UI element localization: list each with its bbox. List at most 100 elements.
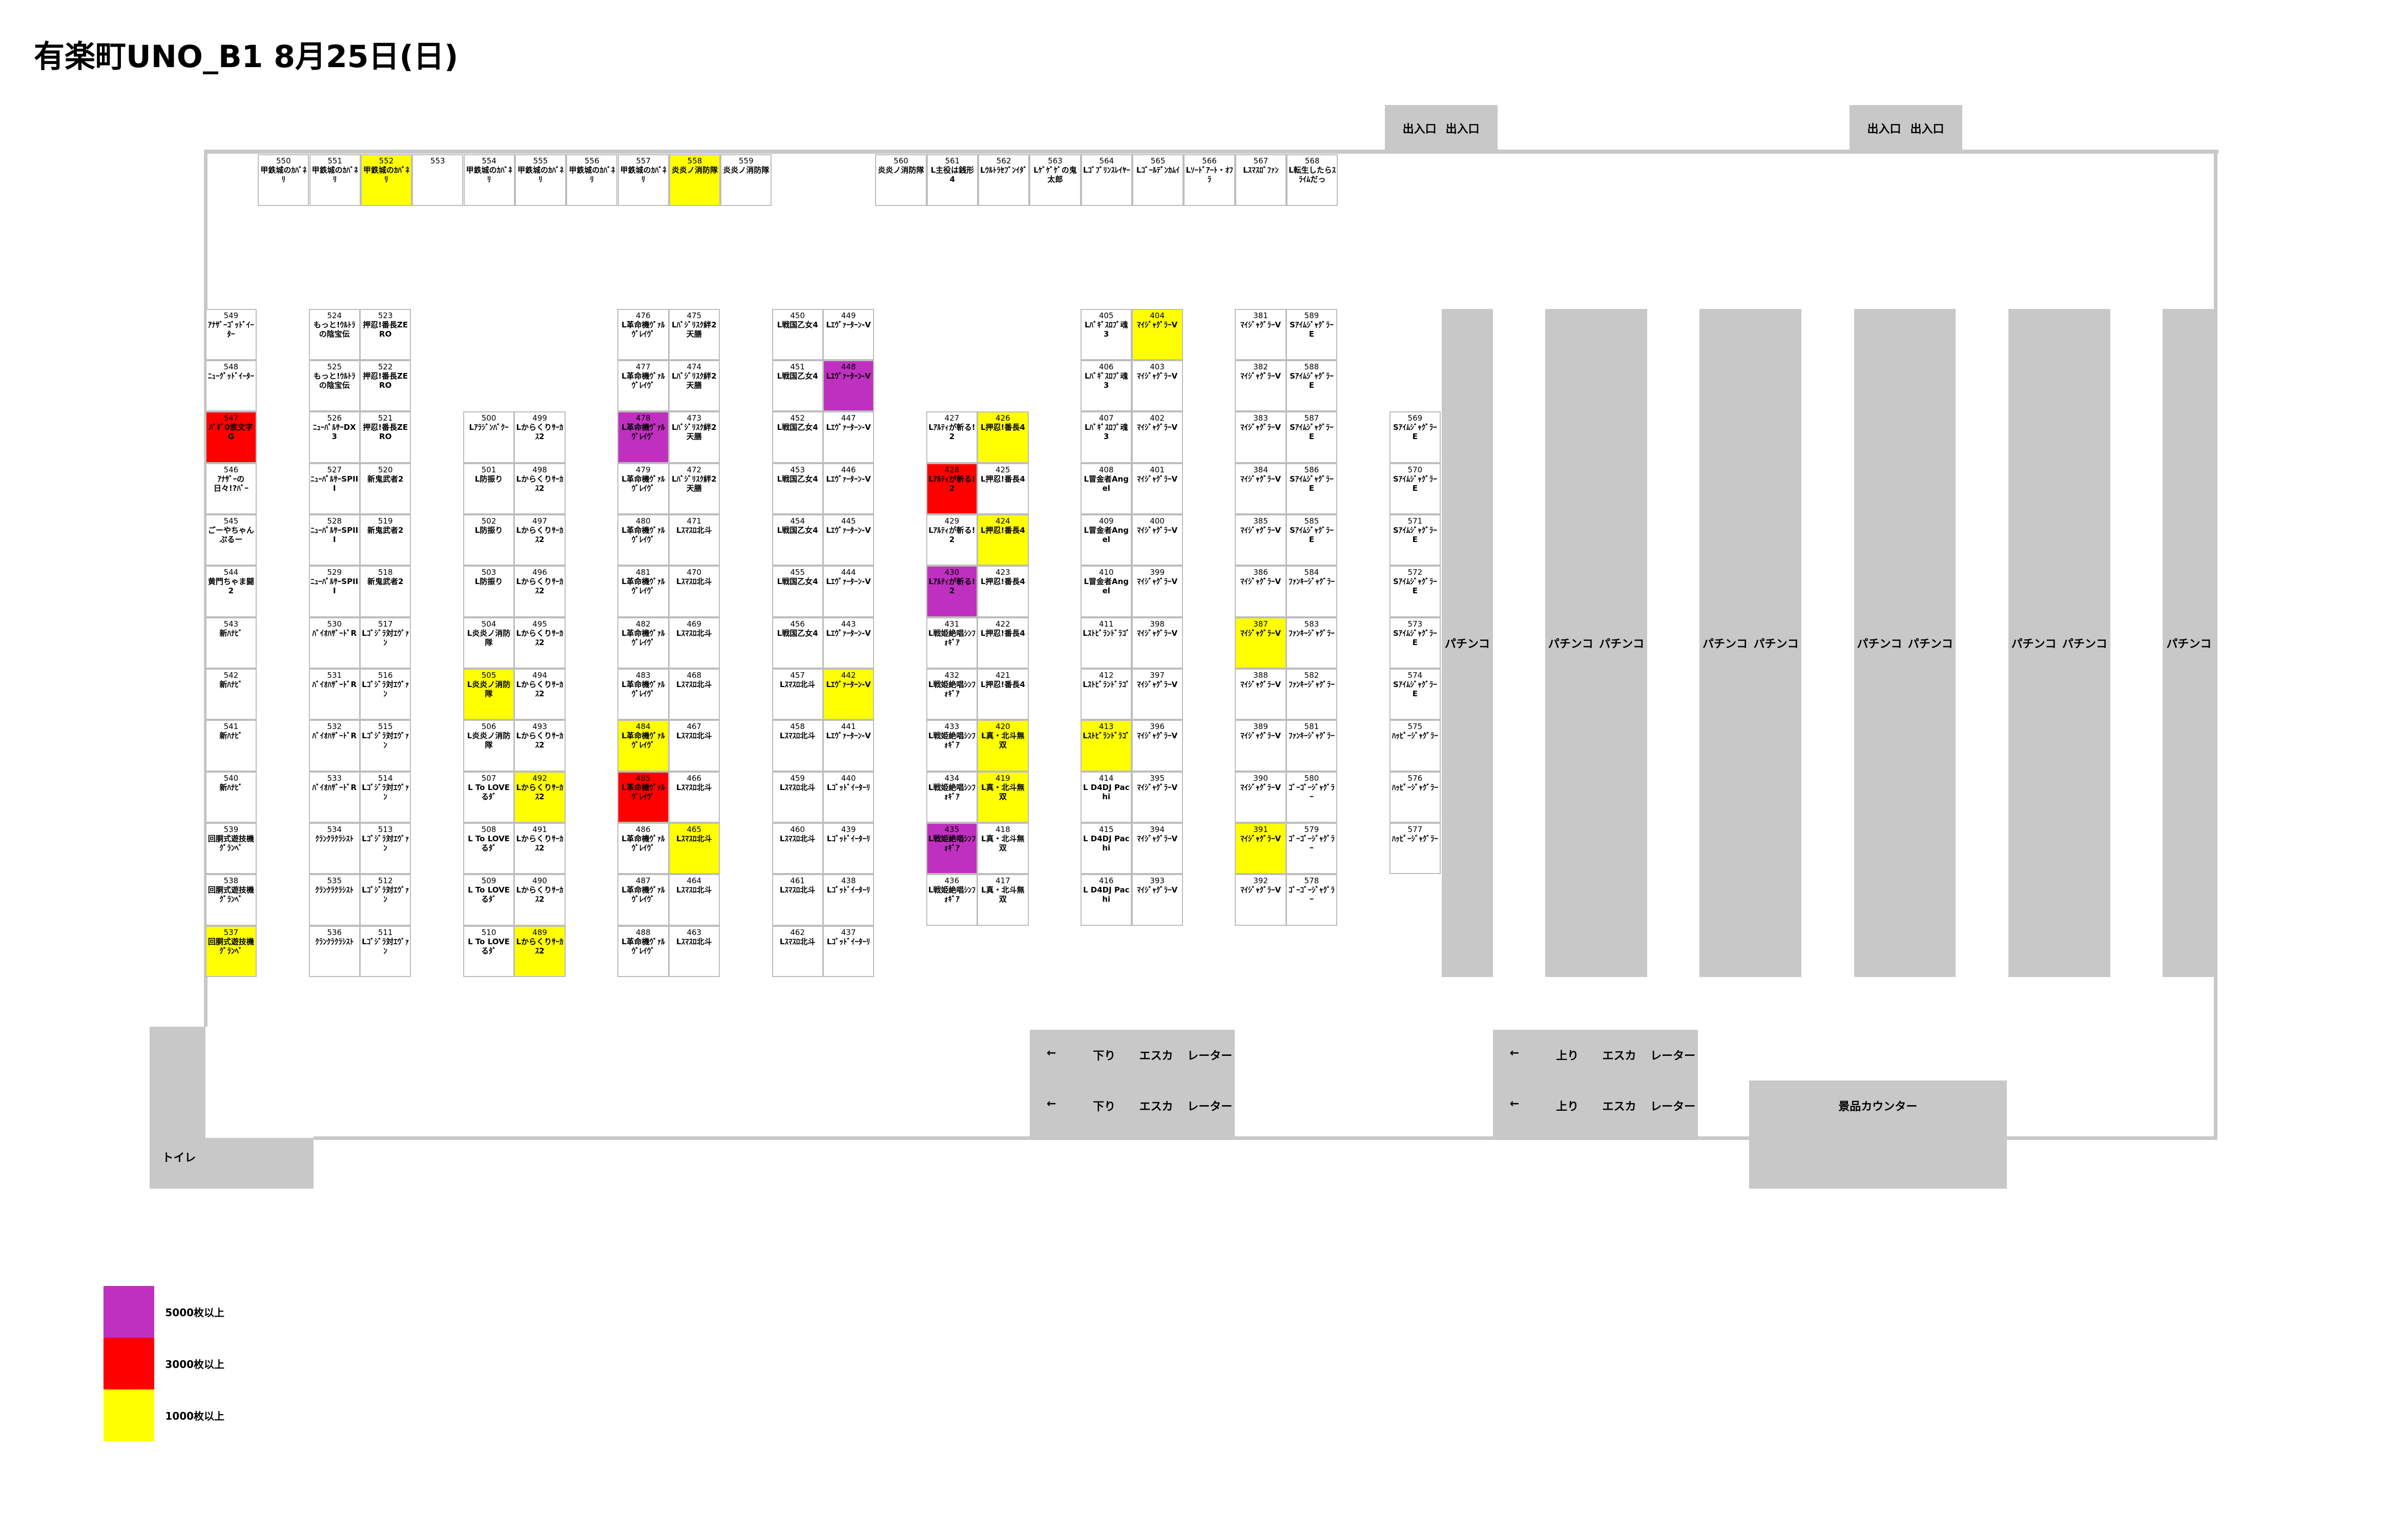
machine: 575 ﾊｯﾋﾟｰｼﾞｬｸﾞﾗｰ	[1389, 720, 1441, 772]
machine-name: Lｱﾙﾃｨが斬る!2	[928, 525, 975, 544]
machine-name: ﾏｲｼﾞｬｸﾞﾗｰV	[1240, 371, 1281, 381]
machine-number: 517	[378, 619, 393, 629]
machine: 480 L革命機ｳﾞｧﾙｳﾞﾚｲｳﾞ	[617, 514, 669, 566]
machine-number: 553	[430, 156, 445, 166]
machine-number: 462	[790, 927, 805, 937]
machine: 527 ﾆｭｰﾊﾟﾙｻｰSPIII	[308, 463, 360, 514]
machine-name: ｸﾗﾝｸﾗｸﾗｼｽﾄ	[315, 834, 354, 843]
machine-number: 472	[687, 465, 702, 474]
machine-number: 537	[223, 927, 239, 937]
machine: 389 ﾏｲｼﾞｬｸﾞﾗｰV	[1235, 720, 1286, 772]
machine: 469 Lｽﾏｽﾛ北斗	[668, 617, 720, 669]
machine-name: L革命機ｳﾞｧﾙｳﾞﾚｲｳﾞ	[621, 679, 665, 698]
machine-name: Lﾊﾞｷﾞｽﾛﾌﾞ魂3	[1084, 371, 1128, 390]
machine-name: Lｺﾞｼﾞﾗ対ｴｳﾞｧﾝ	[362, 731, 409, 750]
machine-name: 新ﾊﾅﾋﾞ	[219, 782, 243, 792]
machine-number: 573	[1407, 619, 1423, 629]
machine-number: 477	[636, 362, 651, 371]
machine: 563 Lｹﾞｹﾞｹﾞの鬼太郎	[1029, 154, 1081, 206]
machine: 542 新ﾊﾅﾋﾞ	[205, 668, 257, 720]
machine-name: L真・北斗無双	[981, 834, 1025, 853]
machine: 584 ﾌｧﾝｷｰｼﾞｬｸﾞﾗｰ	[1285, 566, 1338, 617]
machine-name: L押忍!番長4	[980, 423, 1025, 432]
machine-number: 402	[1150, 413, 1165, 423]
machine-number: 556	[585, 156, 599, 166]
machine-number: 431	[944, 619, 960, 629]
machine-number: 413	[1098, 722, 1114, 732]
escalator-label: エスカ レーター	[1139, 1100, 1233, 1114]
machine: 535 ｸﾗﾝｸﾗｸﾗｼｽﾄ	[308, 874, 360, 926]
machine-name: SｱｲﾑｼﾞｬｸﾞﾗｰE	[1393, 679, 1437, 698]
machine-number: 565	[1150, 156, 1166, 166]
machine: 470 Lｽﾏｽﾛ北斗	[668, 566, 720, 617]
machine-name: L真・北斗無双	[981, 885, 1025, 904]
machine-number: 384	[1253, 465, 1268, 474]
machine-name: Lｽﾏｽﾛ北斗	[779, 885, 816, 895]
machine: 388 ﾏｲｼﾞｬｸﾞﾗｰV	[1235, 668, 1286, 720]
machine-number: 536	[327, 927, 342, 937]
escalator-label: エスカ レーター	[1602, 1049, 1696, 1063]
machine: 514 Lｺﾞｼﾞﾗ対ｴｳﾞｧﾝ	[360, 771, 411, 823]
machine-number: 393	[1150, 876, 1165, 886]
machine-number: 546	[223, 465, 239, 474]
machine: 561 L主役は銭形4	[926, 154, 979, 206]
machine: 401 ﾏｲｼﾞｬｸﾞﾗｰV	[1131, 463, 1183, 514]
machine-name: SｱｲﾑｼﾞｬｸﾞﾗｰE	[1290, 320, 1334, 339]
prize-counter-label: 景品カウンター	[1838, 1100, 1918, 1114]
machine: 452 L戦国乙女4	[772, 411, 823, 463]
machine-number: 589	[1304, 310, 1319, 320]
machine: 537 回胴式遊技機ｸﾞﾗﾝﾍﾞ	[205, 925, 257, 977]
machine: 506 L炎炎ノ消防隊	[463, 720, 515, 772]
machine: 398 ﾏｲｼﾞｬｸﾞﾗｰV	[1131, 617, 1183, 669]
machine: 589 SｱｲﾑｼﾞｬｸﾞﾗｰE	[1285, 308, 1338, 360]
machine-name: ｱﾅｻﾞｰの日々!?ﾊﾞｰ	[213, 474, 248, 493]
machine-number: 533	[327, 773, 342, 783]
machine-number: 464	[687, 876, 702, 886]
machine-name: ｺﾞｰｺﾞｰｼﾞｬｸﾞﾗｰ	[1288, 834, 1335, 853]
machine-name: Lｽﾄﾋﾞﾗﾝﾄﾞﾗｺﾞ	[1083, 731, 1130, 741]
machine-name: ﾌｧﾝｷｰｼﾞｬｸﾞﾗｰ	[1288, 731, 1335, 741]
machine-number: 396	[1150, 722, 1165, 732]
machine-number: 539	[223, 824, 239, 834]
machine-name: ﾊﾞｷﾞ0鉄文字G	[209, 423, 253, 442]
machine-number: 416	[1098, 876, 1114, 886]
machine-name: SｱｲﾑｼﾞｬｸﾞﾗｰE	[1393, 577, 1437, 596]
machine-number: 446	[841, 465, 856, 474]
machine-name: Lｽﾏｽﾛ北斗	[779, 731, 816, 741]
machine: 384 ﾏｲｼﾞｬｸﾞﾗｰV	[1235, 463, 1286, 514]
machine-name: L革命機ｳﾞｧﾙｳﾞﾚｲｳﾞ	[621, 834, 665, 853]
machine: 518 新鬼武者2	[360, 566, 411, 617]
machine: 520 新鬼武者2	[360, 463, 411, 514]
machine-name: L戦姫絶唱ｼﾝﾌｫｷﾞｱ	[928, 679, 975, 698]
machine-name: Lﾊﾞｼﾞﾘｽｸ絆2天膳	[672, 320, 717, 339]
machine-number: 417	[995, 876, 1010, 886]
machine-name: Lｱﾙﾃｨが斬る!2	[928, 423, 975, 442]
machine-name: 新ﾊﾅﾋﾞ	[219, 679, 243, 689]
machine-name: Lｱﾙﾃｨが斬る!2	[928, 577, 975, 596]
machine: 413 Lｽﾄﾋﾞﾗﾝﾄﾞﾗｺﾞ	[1081, 720, 1132, 772]
machine-name: Lｺﾞﾌﾞﾘﾝｽﾚｲﾔｰ	[1083, 165, 1130, 175]
machine-number: 428	[944, 465, 960, 474]
machine: 399 ﾏｲｼﾞｬｸﾞﾗｰV	[1131, 566, 1183, 617]
machine-number: 423	[995, 568, 1010, 577]
machine-number: 458	[790, 722, 805, 732]
machine-name: ｸﾗﾝｸﾗｸﾗｼｽﾄ	[315, 937, 354, 946]
machine-name: ﾏｲｼﾞｬｸﾞﾗｰV	[1137, 371, 1178, 381]
machine: 433 L戦姫絶唱ｼﾝﾌｫｷﾞｱ	[926, 720, 978, 772]
machine: 547 ﾊﾞｷﾞ0鉄文字G	[205, 411, 257, 463]
machine-name: ｱﾅｻﾞｰｺﾞｯﾄﾞｲｰﾀｰ	[207, 320, 254, 339]
machine-number: 387	[1253, 619, 1268, 629]
machine: 467 Lｽﾏｽﾛ北斗	[668, 720, 720, 772]
machine-name: Lｽﾏｽﾛ北斗	[676, 525, 712, 535]
machine-name: Lｴｳﾞｧｰﾀｰﾝ-V	[826, 525, 871, 535]
machine: 407 Lﾊﾞｷﾞｽﾛﾌﾞ魂3	[1081, 411, 1132, 463]
machine-number: 510	[481, 927, 496, 937]
machine: 565 Lｺﾞｰﾙﾃﾞﾝｶﾑｲ	[1132, 154, 1184, 206]
machine: 478 L革命機ｳﾞｧﾙｳﾞﾚｲｳﾞ	[617, 411, 669, 463]
escalator-direction: 下り	[1093, 1100, 1116, 1114]
machine: 464 Lｽﾏｽﾛ北斗	[668, 874, 720, 926]
machine: 483 L革命機ｳﾞｧﾙｳﾞﾚｲｳﾞ	[617, 668, 669, 720]
machine-number: 389	[1253, 722, 1268, 732]
machine-name: 黄門ちゃま闘2	[207, 577, 254, 596]
machine: 474 Lﾊﾞｼﾞﾘｽｸ絆2天膳	[668, 360, 720, 412]
